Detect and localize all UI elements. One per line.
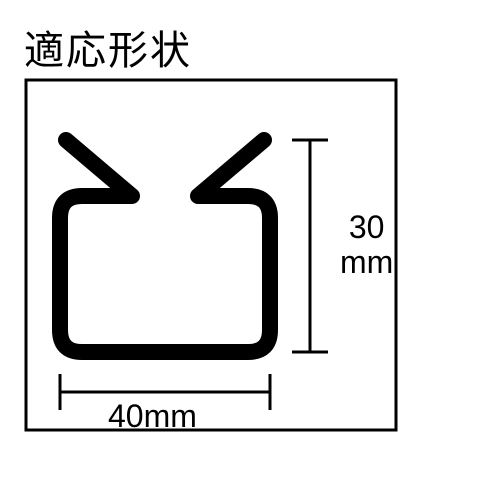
height-unit: mm xyxy=(340,245,393,280)
height-label: 30 mm xyxy=(340,210,393,280)
diagram-title: 適応形状 xyxy=(24,18,192,76)
height-value: 30 xyxy=(340,210,393,245)
height-dimension xyxy=(292,140,328,352)
width-label: 40mm xyxy=(108,398,197,435)
channel-profile xyxy=(60,140,270,352)
